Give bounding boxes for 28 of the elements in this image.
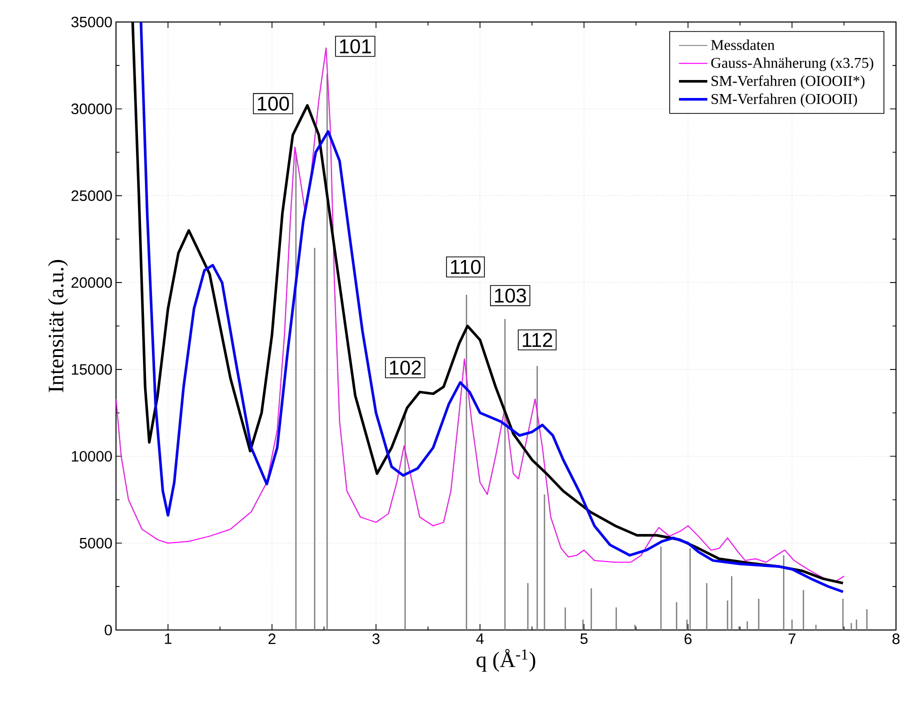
- x-tick-label: 7: [788, 634, 796, 644]
- annotation: 101: [340, 39, 371, 54]
- annotation: 103: [495, 288, 526, 303]
- x-tick-label: 1: [164, 634, 172, 644]
- y-tick-label: 25000: [72, 190, 112, 202]
- legend-label: SM-Verfahren (OIOOII*): [712, 75, 864, 90]
- x-tick-label: 8: [892, 634, 900, 644]
- y-tick-label: 10000: [72, 450, 112, 462]
- y-axis-title: Intensität (a.u.): [48, 260, 68, 392]
- legend-label: SM-Verfahren (OIOOII): [712, 93, 857, 108]
- x-tick-label: 6: [684, 634, 692, 644]
- x-axis-title: q (Å$^{-1}$): [476, 648, 536, 672]
- legend-label: Gauss-Ahnäherung (x3.75): [711, 57, 874, 72]
- y-tick-label: 20000: [72, 277, 112, 288]
- annotation: 100: [258, 96, 289, 111]
- legend-label: Messdaten: [711, 40, 775, 50]
- y-tick-label: 0: [104, 624, 112, 636]
- x-tick-label: 2: [268, 634, 276, 644]
- annotation: 112: [522, 332, 552, 347]
- x-tick-label: 3: [372, 634, 380, 644]
- x-tick-label: 5: [580, 634, 588, 644]
- y-tick-label: 15000: [72, 364, 112, 375]
- annotation: 110: [451, 260, 481, 274]
- y-tick-label: 35000: [71, 16, 112, 28]
- y-tick-label: 30000: [71, 104, 112, 114]
- annotation: 102: [390, 360, 421, 375]
- y-tick-label: 5000: [80, 538, 112, 548]
- x-tick-label: 4: [476, 634, 484, 644]
